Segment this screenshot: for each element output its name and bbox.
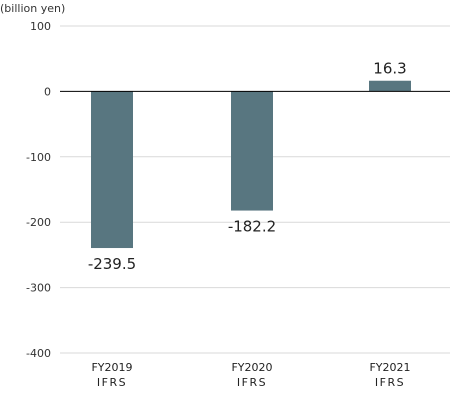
category-label: FY2019: [91, 361, 132, 374]
y-tick-label: -100: [26, 151, 51, 164]
y-tick-label: -300: [26, 282, 51, 295]
category-sublabel: IFRS: [237, 376, 267, 389]
y-tick-label: -200: [26, 216, 51, 229]
category-sublabel: IFRS: [375, 376, 405, 389]
category-sublabel: IFRS: [97, 376, 127, 389]
x-axis-categories: FY2019 IFRS FY2020 IFRS FY2021 IFRS: [91, 361, 410, 389]
y-axis-ticks: 100 0 -100 -200 -300 -400: [26, 20, 51, 360]
bar-fy2020: [231, 91, 273, 211]
y-tick-label: 100: [30, 20, 51, 33]
unit-label: (billion yen): [0, 2, 65, 15]
category-label: FY2021: [369, 361, 410, 374]
value-label: -239.5: [88, 255, 136, 273]
bars: [91, 80, 411, 249]
value-label: 16.3: [373, 60, 406, 78]
value-label: -182.2: [228, 218, 276, 236]
y-tick-label: -400: [26, 347, 51, 360]
bar-fy2021: [369, 80, 411, 92]
bar-fy2019: [91, 91, 133, 249]
category-label: FY2020: [231, 361, 272, 374]
y-tick-label: 0: [44, 85, 51, 98]
value-labels: -239.5 -182.2 16.3: [88, 60, 407, 273]
